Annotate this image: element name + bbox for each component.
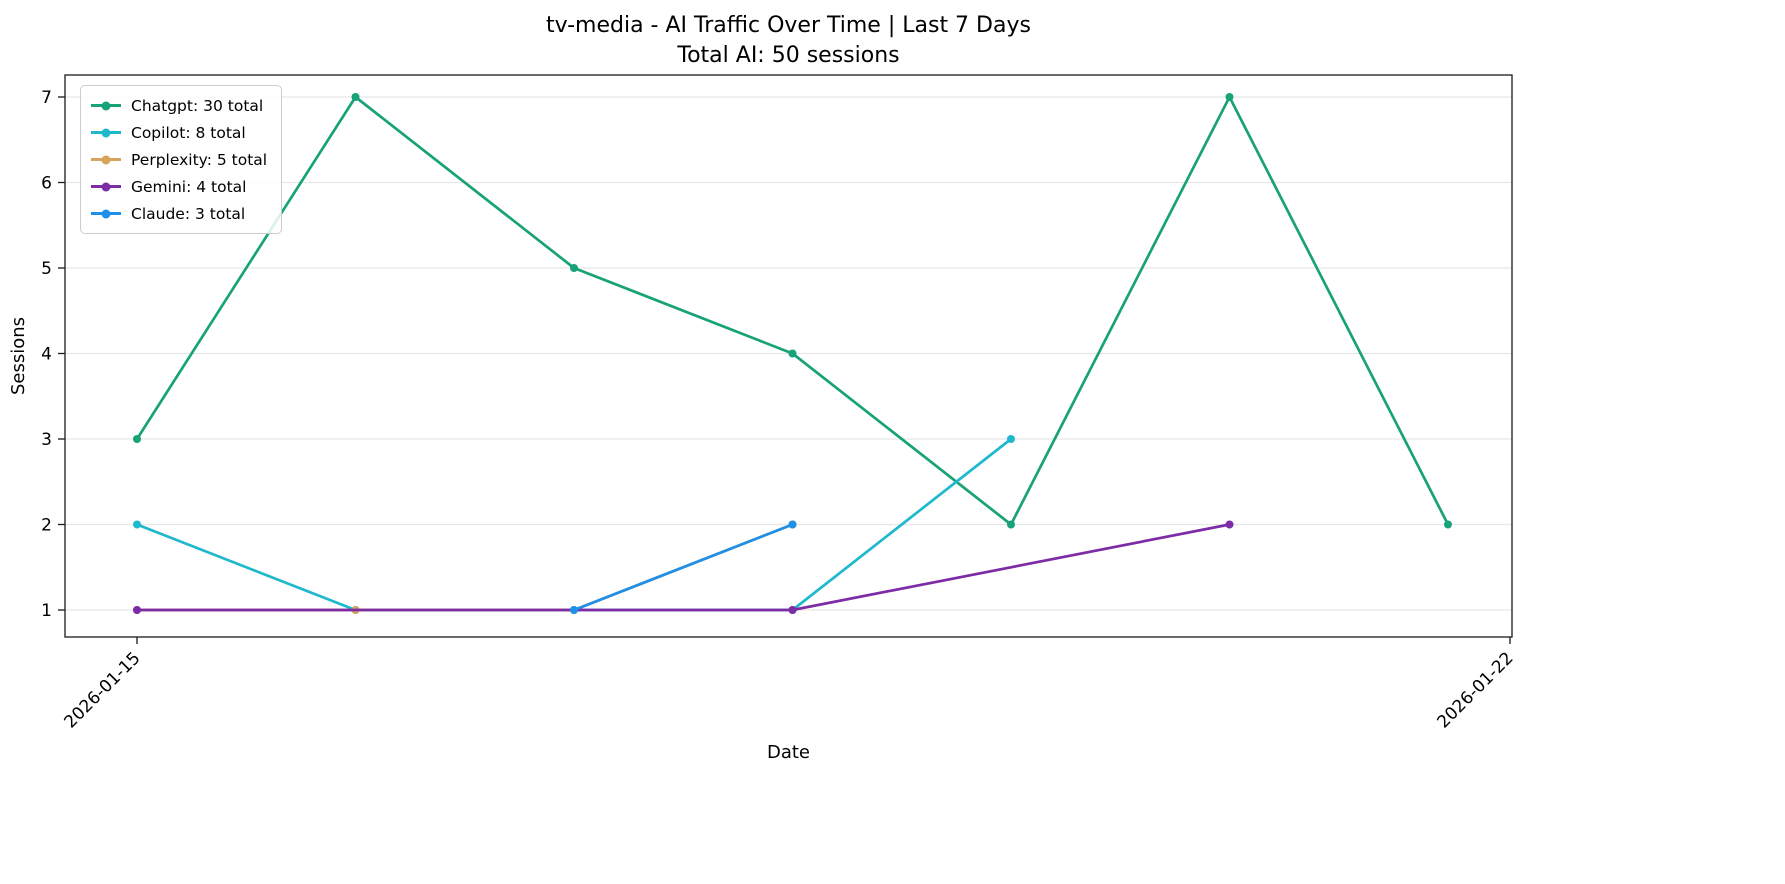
series-marker-gemini [133, 606, 141, 614]
y-tick-label: 2 [41, 516, 52, 536]
chart-subtitle: Total AI: 50 sessions [677, 43, 900, 68]
y-tick-label: 7 [41, 88, 52, 108]
y-axis-label: Sessions [8, 317, 29, 395]
legend-marker-dot [101, 155, 111, 164]
legend-marker-dot [101, 182, 111, 191]
legend-item-chatgpt: Chatgpt: 30 total [91, 95, 267, 116]
x-tick-label-1: 2026-01-22 [1434, 648, 1518, 732]
x-axis-label: Date [767, 742, 810, 763]
series-marker-claude [788, 520, 797, 529]
y-tick-label: 5 [41, 259, 52, 279]
series-marker-chatgpt [351, 93, 360, 101]
legend-item-claude: Claude: 3 total [91, 203, 267, 224]
series-marker-chatgpt [1007, 520, 1015, 529]
y-tick-label: 3 [41, 430, 52, 450]
series-line-chatgpt [135, 95, 1450, 526]
legend-item-gemini: Gemini: 4 total [91, 176, 267, 197]
legend-item-perplexity: Perplexity: 5 total [91, 149, 267, 170]
legend-label-chatgpt: Chatgpt: 30 total [131, 96, 264, 115]
legend-marker-dot [101, 128, 111, 137]
y-tick-label: 6 [41, 174, 52, 194]
legend-label-gemini: Gemini: 4 total [131, 177, 247, 196]
series-marker-chatgpt [133, 435, 141, 443]
series-line-perplexity [135, 523, 794, 612]
legend-swatch-copilot [91, 128, 121, 137]
series-marker-chatgpt [1225, 93, 1234, 101]
plot-border [64, 74, 1513, 638]
x-tick-label-0: 2026-01-15 [61, 648, 145, 732]
legend: Chatgpt: 30 total Copilot: 8 total Perplex… [80, 85, 283, 234]
chart-title: tv-media - AI Traffic Over Time | Last 7… [546, 13, 1031, 38]
legend-label-claude: Claude: 3 total [131, 204, 246, 223]
legend-swatch-chatgpt [91, 101, 121, 110]
legend-marker-dot [101, 209, 111, 218]
y-tick-label: 4 [41, 345, 52, 365]
series-marker-chatgpt [788, 349, 797, 358]
series-marker-claude [570, 606, 578, 614]
legend-item-copilot: Copilot: 8 total [91, 122, 267, 143]
series-marker-chatgpt [1444, 520, 1452, 529]
series-marker-gemini [788, 606, 797, 614]
legend-swatch-gemini [91, 182, 121, 191]
legend-swatch-claude [91, 209, 121, 218]
legend-marker-dot [101, 101, 111, 110]
legend-label-copilot: Copilot: 8 total [131, 123, 246, 142]
series-marker-copilot [1007, 435, 1015, 443]
series-marker-chatgpt [570, 264, 578, 272]
chart-title-block: tv-media - AI Traffic Over Time | Last 7… [65, 11, 1512, 70]
legend-label-perplexity: Perplexity: 5 total [131, 150, 268, 169]
y-tick-label: 1 [41, 601, 52, 621]
series-marker-copilot [133, 520, 141, 529]
series-line-claude [572, 523, 794, 612]
legend-swatch-perplexity [91, 155, 121, 164]
series-marker-gemini [1225, 520, 1234, 529]
